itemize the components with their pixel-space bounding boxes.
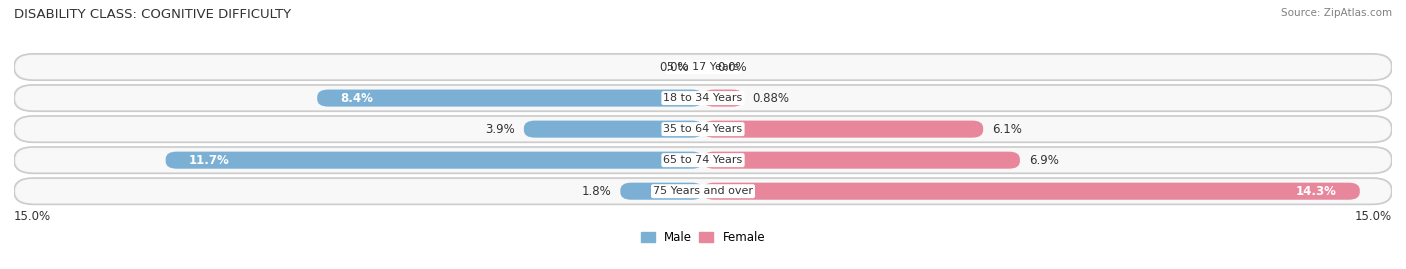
- FancyBboxPatch shape: [15, 179, 1391, 203]
- Text: 11.7%: 11.7%: [188, 154, 229, 167]
- FancyBboxPatch shape: [15, 117, 1391, 141]
- Text: 15.0%: 15.0%: [14, 210, 51, 223]
- FancyBboxPatch shape: [14, 147, 1392, 173]
- Text: 3.9%: 3.9%: [485, 123, 515, 136]
- FancyBboxPatch shape: [15, 55, 1391, 79]
- Text: Source: ZipAtlas.com: Source: ZipAtlas.com: [1281, 8, 1392, 18]
- Legend: Male, Female: Male, Female: [636, 227, 770, 249]
- FancyBboxPatch shape: [166, 152, 703, 169]
- FancyBboxPatch shape: [14, 116, 1392, 142]
- FancyBboxPatch shape: [620, 183, 703, 200]
- Text: 65 to 74 Years: 65 to 74 Years: [664, 155, 742, 165]
- FancyBboxPatch shape: [703, 121, 983, 138]
- FancyBboxPatch shape: [14, 178, 1392, 204]
- Text: 14.3%: 14.3%: [1296, 185, 1337, 198]
- FancyBboxPatch shape: [703, 183, 1360, 200]
- Text: 0.88%: 0.88%: [752, 91, 790, 105]
- Text: 8.4%: 8.4%: [340, 91, 373, 105]
- Text: 35 to 64 Years: 35 to 64 Years: [664, 124, 742, 134]
- Text: 15.0%: 15.0%: [1355, 210, 1392, 223]
- Text: 1.8%: 1.8%: [582, 185, 612, 198]
- Text: 18 to 34 Years: 18 to 34 Years: [664, 93, 742, 103]
- FancyBboxPatch shape: [15, 148, 1391, 172]
- Text: 6.1%: 6.1%: [993, 123, 1022, 136]
- FancyBboxPatch shape: [703, 152, 1019, 169]
- Text: 5 to 17 Years: 5 to 17 Years: [666, 62, 740, 72]
- Text: 0.0%: 0.0%: [717, 61, 747, 73]
- FancyBboxPatch shape: [318, 90, 703, 107]
- Text: 6.9%: 6.9%: [1029, 154, 1059, 167]
- Text: 75 Years and over: 75 Years and over: [652, 186, 754, 196]
- FancyBboxPatch shape: [14, 85, 1392, 111]
- Text: DISABILITY CLASS: COGNITIVE DIFFICULTY: DISABILITY CLASS: COGNITIVE DIFFICULTY: [14, 8, 291, 21]
- FancyBboxPatch shape: [703, 90, 744, 107]
- FancyBboxPatch shape: [524, 121, 703, 138]
- FancyBboxPatch shape: [14, 54, 1392, 80]
- Text: 0.0%: 0.0%: [659, 61, 689, 73]
- FancyBboxPatch shape: [15, 86, 1391, 110]
